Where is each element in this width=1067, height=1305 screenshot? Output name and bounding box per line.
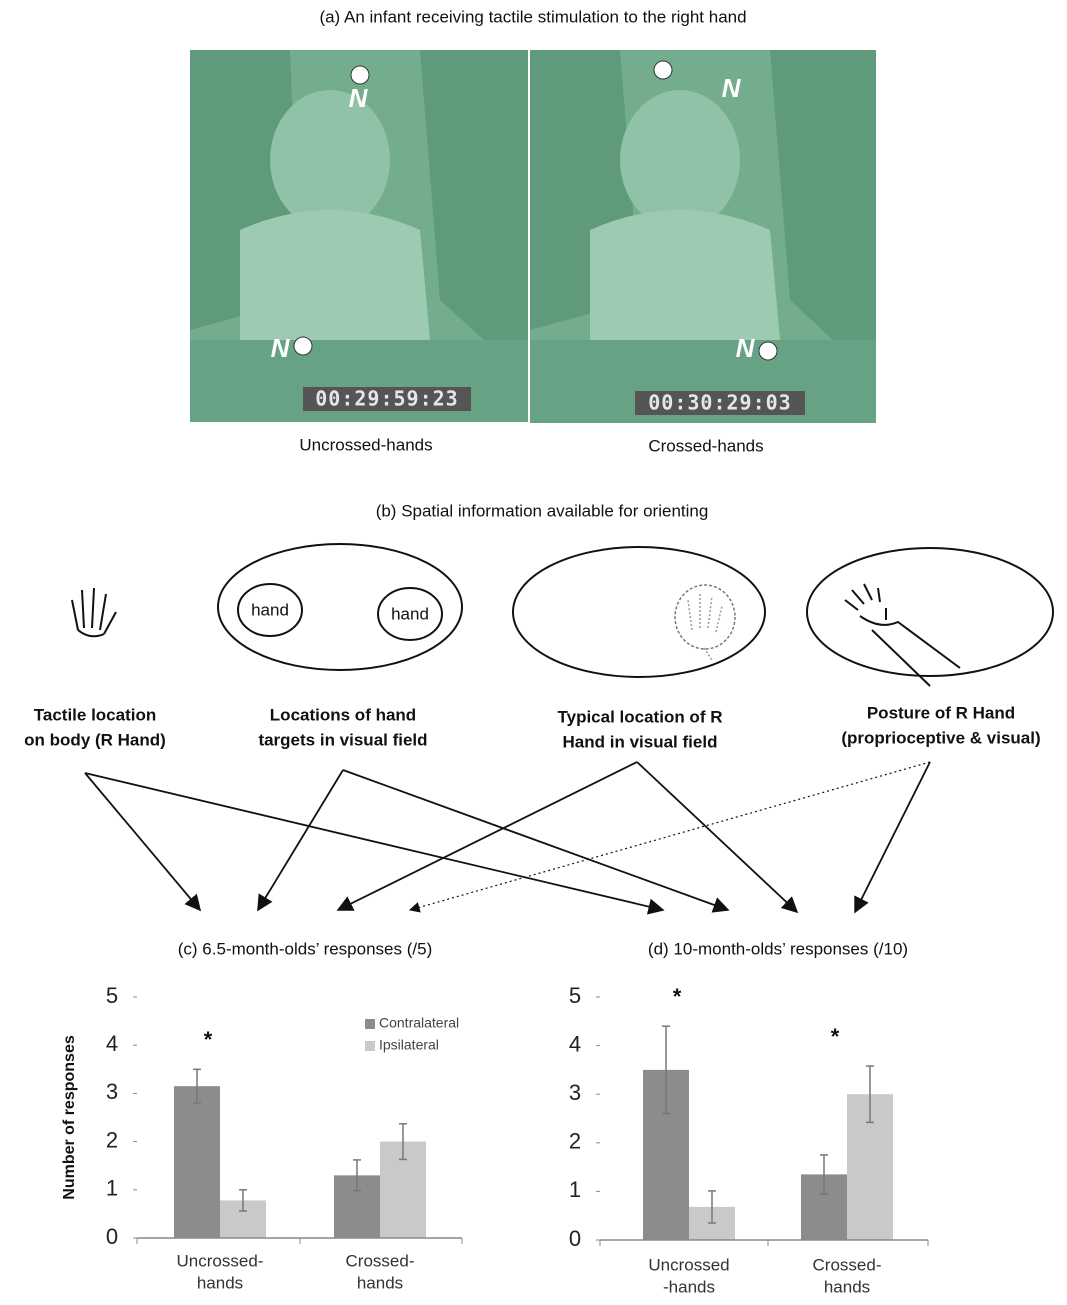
x-tick-label: hands [197, 1273, 243, 1292]
legend-swatch [365, 1019, 375, 1029]
marker-label: N [722, 73, 742, 103]
arrow [85, 773, 663, 910]
marker-dot [351, 66, 369, 84]
x-tick-label: hands [357, 1273, 403, 1292]
arrow [343, 770, 728, 910]
marker-label: N [349, 83, 369, 113]
legend-swatch [365, 1041, 375, 1051]
significance-marker: * [673, 984, 682, 1009]
panel-title: (a) An infant receiving tactile stimulat… [319, 7, 746, 26]
arrow [85, 773, 200, 910]
x-tick-label: -hands [663, 1277, 715, 1296]
timecode: 00:30:29:03 [648, 391, 791, 415]
x-tick-label: Uncrossed [648, 1255, 729, 1274]
y-tick-label: 4 [106, 1031, 118, 1056]
y-tick-label: 1 [106, 1176, 118, 1201]
infant-head [270, 90, 390, 230]
photo: 00:30:29:03 N N [530, 50, 876, 423]
infant-head [620, 90, 740, 230]
cue-label: Hand in visual field [563, 732, 718, 751]
arrow [637, 762, 797, 912]
marker-dot [759, 342, 777, 360]
infant-body [590, 210, 780, 340]
y-tick-label: 3 [569, 1080, 581, 1105]
visual-field [807, 548, 1053, 676]
bar [174, 1086, 220, 1238]
y-tick-label: 0 [569, 1226, 581, 1251]
x-tick-label: Crossed- [346, 1251, 415, 1270]
chart-title: (d) 10-month-olds’ responses (/10) [648, 939, 908, 958]
legend-label: Contralateral [379, 1015, 459, 1031]
legend-label: Ipsilateral [379, 1037, 439, 1053]
hand-icon [72, 588, 116, 636]
cue-label: Typical location of R [558, 707, 723, 726]
cue-label: (proprioceptive & visual) [841, 728, 1040, 747]
cue-label: Posture of R Hand [867, 703, 1015, 722]
y-tick-label: 5 [106, 983, 118, 1008]
marker-label: N [736, 333, 756, 363]
photo-caption: Uncrossed-hands [299, 435, 432, 454]
typical-hand-location [675, 585, 735, 649]
target-label: hand [391, 604, 429, 623]
y-tick-label: 0 [106, 1224, 118, 1249]
hand-posture-icon [845, 584, 960, 686]
target-label: hand [251, 600, 289, 619]
marker-dot [294, 337, 312, 355]
significance-marker: * [831, 1024, 840, 1049]
y-tick-label: 5 [569, 983, 581, 1008]
x-tick-label: Crossed- [813, 1255, 882, 1274]
arrow [258, 770, 343, 910]
panel-title: (b) Spatial information available for or… [376, 501, 709, 520]
y-tick-label: 2 [106, 1127, 118, 1152]
marker-label: N [271, 333, 291, 363]
marker-dot [654, 61, 672, 79]
cue-label: on body (R Hand) [24, 730, 166, 749]
significance-marker: * [204, 1027, 213, 1052]
timecode: 00:29:59:23 [315, 387, 458, 411]
figure: (a) An infant receiving tactile stimulat… [0, 0, 1067, 1300]
arrow [855, 762, 930, 912]
y-tick-label: 4 [569, 1031, 581, 1056]
arrows [85, 762, 930, 912]
page: { "panel_a": { "title": "(a) An infant r… [0, 0, 1067, 1300]
y-tick-label: 2 [569, 1129, 581, 1154]
visual-field [513, 547, 765, 677]
photo-caption: Crossed-hands [648, 436, 763, 455]
photo: 00:29:59:23 N N [190, 50, 528, 422]
y-axis-label: Number of responses [61, 1035, 78, 1200]
cue-label: Locations of hand [270, 705, 416, 724]
chart-title: (c) 6.5-month-olds’ responses (/5) [178, 939, 432, 958]
cue-label: targets in visual field [258, 730, 427, 749]
infant-body [240, 210, 430, 340]
x-tick-label: hands [824, 1277, 870, 1296]
y-tick-label: 3 [106, 1079, 118, 1104]
cue-labels: Tactile location on body (R Hand) Locati… [24, 703, 1040, 751]
y-tick-label: 1 [569, 1177, 581, 1202]
hand-sketch [688, 594, 722, 660]
x-tick-label: Uncrossed- [177, 1251, 264, 1270]
cue-label: Tactile location [34, 705, 157, 724]
